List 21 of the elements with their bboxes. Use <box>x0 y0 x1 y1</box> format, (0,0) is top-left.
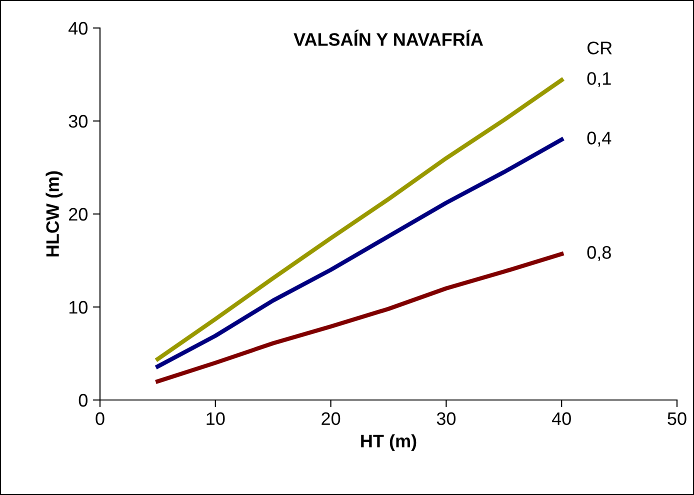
series-label: 0,4 <box>587 132 612 147</box>
x-tick-label: 0 <box>96 412 104 426</box>
x-tick-label: 30 <box>436 412 456 426</box>
series-label: 0,8 <box>587 246 611 261</box>
line-series <box>156 138 564 369</box>
x-tick-label: 10 <box>206 412 225 426</box>
x-tick-label: 50 <box>668 412 686 426</box>
line-series <box>156 252 564 384</box>
y-tick-label: 30 <box>68 114 88 128</box>
y-tick-label: 20 <box>69 208 88 221</box>
x-axis-title: HT (m) <box>361 434 416 452</box>
legend-title: CR <box>588 42 612 54</box>
y-tick-label: 40 <box>68 22 88 35</box>
x-tick-label: 40 <box>552 412 571 426</box>
y-tick-label: 10 <box>69 300 88 314</box>
y-tick-label: 0 <box>78 394 88 407</box>
y-axis-title: HLCW (m) <box>46 171 63 256</box>
x-tick-label: 20 <box>322 412 340 426</box>
chart-title: VALSAÍN Y NAVAFRÍA <box>294 30 484 46</box>
series-label: 0,1 <box>587 72 611 88</box>
line-series <box>156 78 564 362</box>
